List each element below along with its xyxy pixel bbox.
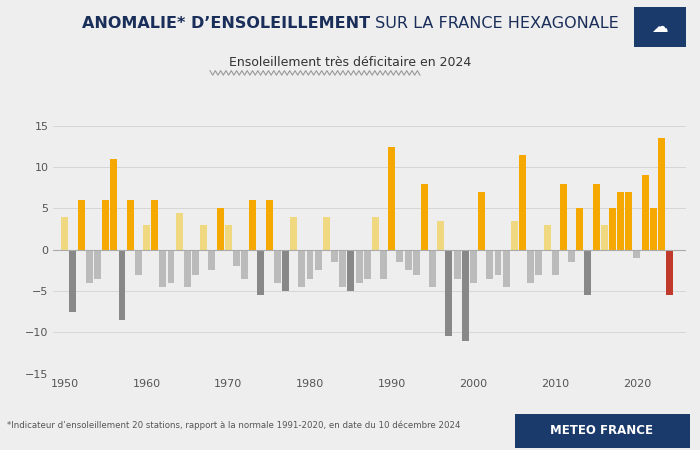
Bar — [356, 250, 363, 283]
Text: ANOMALIE* D’ENSOLEILLEMENT: ANOMALIE* D’ENSOLEILLEMENT — [82, 16, 370, 31]
Bar — [544, 225, 550, 250]
Bar — [111, 159, 118, 250]
Bar — [290, 217, 297, 250]
Bar — [389, 147, 396, 250]
Bar — [184, 250, 191, 287]
Bar — [307, 250, 314, 279]
Bar — [601, 225, 608, 250]
Bar — [380, 250, 387, 279]
Bar — [167, 250, 174, 283]
Text: Ensoleillement très déficitaire en 2024: Ensoleillement très déficitaire en 2024 — [229, 56, 471, 69]
Bar — [192, 250, 199, 274]
Bar — [160, 250, 167, 287]
Bar — [519, 155, 526, 250]
Bar — [405, 250, 412, 270]
Bar — [536, 250, 542, 274]
Bar — [241, 250, 248, 279]
Bar — [445, 250, 452, 336]
Bar — [421, 184, 428, 250]
Bar — [282, 250, 289, 291]
Bar — [634, 250, 640, 258]
Bar — [364, 250, 371, 279]
Bar — [478, 192, 485, 250]
Bar — [429, 250, 436, 287]
Bar — [249, 200, 256, 250]
Text: SUR LA FRANCE HEXAGONALE: SUR LA FRANCE HEXAGONALE — [370, 16, 618, 31]
Bar — [340, 250, 346, 287]
Bar — [617, 192, 624, 250]
Bar — [86, 250, 93, 283]
Bar — [216, 208, 223, 250]
Bar — [454, 250, 461, 279]
Bar — [625, 192, 632, 250]
Bar — [323, 217, 330, 250]
Bar — [274, 250, 281, 283]
Bar — [396, 250, 403, 262]
Bar — [69, 250, 76, 311]
Bar — [568, 250, 575, 262]
Bar — [666, 250, 673, 295]
Bar — [347, 250, 354, 291]
Bar — [143, 225, 150, 250]
Bar — [225, 225, 232, 250]
Bar — [642, 176, 649, 250]
Text: ☁: ☁ — [652, 18, 668, 36]
Bar — [470, 250, 477, 283]
Bar — [62, 217, 68, 250]
Bar — [658, 138, 665, 250]
Bar — [151, 200, 158, 250]
Bar — [176, 212, 183, 250]
Bar — [576, 208, 583, 250]
Bar — [118, 250, 125, 320]
Bar — [560, 184, 567, 250]
Bar — [331, 250, 338, 262]
Bar — [584, 250, 592, 295]
Bar — [494, 250, 501, 274]
Bar — [298, 250, 305, 287]
Text: *Indicateur d’ensoleillement 20 stations, rapport à la normale 1991-2020, en dat: *Indicateur d’ensoleillement 20 stations… — [7, 420, 461, 430]
Text: ANOMALIE* D’ENSOLEILLEMENT SUR LA FRANCE HEXAGONALE: ANOMALIE* D’ENSOLEILLEMENT SUR LA FRANCE… — [0, 449, 1, 450]
Bar — [527, 250, 534, 283]
Bar — [315, 250, 321, 270]
Bar — [94, 250, 101, 279]
Bar — [135, 250, 142, 274]
Bar — [503, 250, 510, 287]
Bar — [593, 184, 600, 250]
Bar — [200, 225, 207, 250]
Bar — [486, 250, 493, 279]
Bar — [552, 250, 559, 274]
Bar — [78, 200, 85, 250]
Text: METEO FRANCE: METEO FRANCE — [550, 424, 654, 437]
Bar — [127, 200, 134, 250]
Bar — [650, 208, 657, 250]
Bar — [413, 250, 420, 274]
Bar — [511, 221, 518, 250]
Bar — [258, 250, 265, 295]
Bar — [438, 221, 444, 250]
Bar — [265, 200, 272, 250]
Bar — [102, 200, 109, 250]
Bar — [609, 208, 616, 250]
Bar — [462, 250, 469, 341]
Bar — [372, 217, 379, 250]
Bar — [209, 250, 216, 270]
Bar — [233, 250, 240, 266]
